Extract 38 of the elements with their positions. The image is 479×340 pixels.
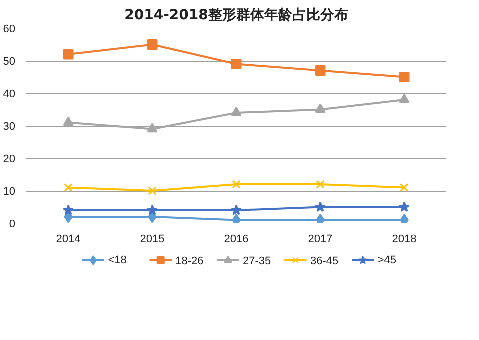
point — [63, 49, 74, 60]
point — [148, 186, 157, 196]
point — [146, 204, 158, 216]
y-tick-label: 50 — [3, 56, 16, 68]
legend-label: <18 — [108, 254, 127, 266]
point — [231, 59, 242, 70]
x-tick-label: 2014 — [56, 234, 81, 246]
point — [316, 180, 325, 189]
legend-label: 36-45 — [310, 256, 339, 268]
y-tick-label: 30 — [3, 121, 16, 133]
point — [147, 40, 158, 50]
x-tick-label: 2015 — [140, 234, 165, 246]
legend-label: 27-35 — [243, 256, 272, 268]
point — [230, 204, 242, 216]
point — [315, 104, 326, 114]
y-tick-label: 40 — [3, 88, 16, 100]
point — [64, 183, 73, 192]
y-tick-label: 60 — [3, 24, 16, 36]
point — [314, 202, 326, 212]
x-tick-label: 2018 — [392, 234, 417, 246]
x-tick-label: 2017 — [308, 234, 333, 246]
y-tick-label: 0 — [9, 218, 16, 230]
legend-label: 18-26 — [176, 256, 204, 268]
point — [147, 123, 158, 133]
x-tick-label: 2016 — [224, 234, 249, 246]
point — [232, 180, 241, 189]
point — [315, 66, 326, 76]
point — [399, 72, 410, 82]
point — [398, 202, 410, 212]
point — [62, 204, 74, 216]
point — [231, 107, 242, 116]
legend-label: >45 — [378, 254, 397, 266]
chart-title: 2014-2018整形群体年龄占比分布 — [124, 8, 348, 24]
y-tick-label: 20 — [3, 154, 16, 166]
y-tick-label: 10 — [3, 186, 16, 198]
point — [63, 116, 74, 126]
point — [399, 94, 410, 104]
point — [400, 183, 409, 192]
